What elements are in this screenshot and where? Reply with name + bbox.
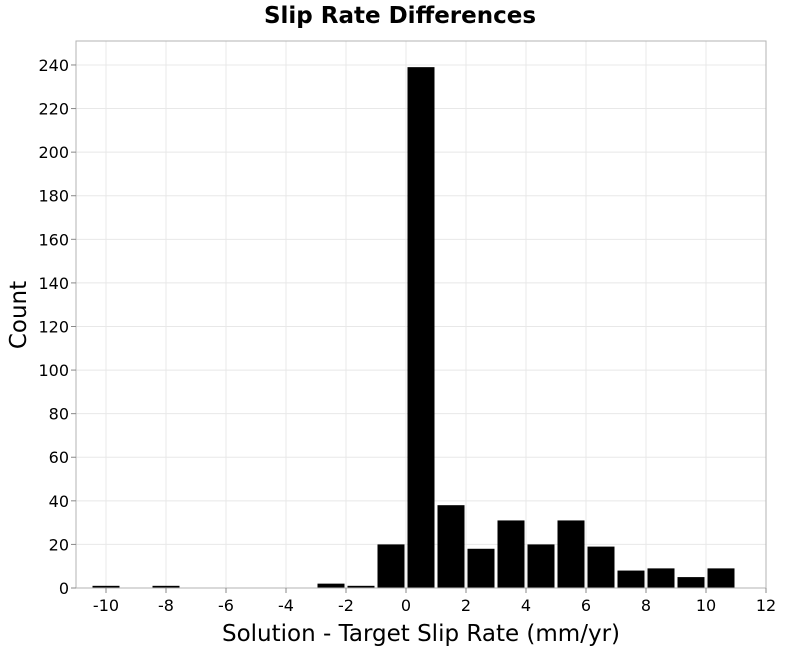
y-tick-label: 80 bbox=[49, 405, 69, 424]
x-tick-label: 2 bbox=[461, 596, 471, 615]
x-tick-label: 0 bbox=[401, 596, 411, 615]
x-tick-label: -6 bbox=[218, 596, 234, 615]
histogram-bar bbox=[527, 544, 555, 588]
x-axis: -10 -8 -6 -4 -2 0 2 4 6 8 10 12 bbox=[93, 588, 776, 615]
y-tick-label: 40 bbox=[49, 492, 69, 511]
histogram-bar bbox=[617, 570, 645, 588]
y-tick-label: 240 bbox=[38, 56, 69, 75]
histogram-bar bbox=[317, 583, 345, 588]
histogram-bar bbox=[347, 585, 375, 588]
x-tick-label: 4 bbox=[521, 596, 531, 615]
x-tick-label: 12 bbox=[756, 596, 776, 615]
histogram-bar bbox=[437, 505, 465, 588]
histogram-bar bbox=[647, 568, 675, 588]
histogram-bar bbox=[92, 585, 120, 588]
histogram-bar bbox=[557, 520, 585, 588]
y-axis-label: Count bbox=[6, 281, 32, 349]
y-tick-label: 20 bbox=[49, 535, 69, 554]
bars bbox=[92, 67, 735, 589]
x-tick-label: 8 bbox=[641, 596, 651, 615]
x-tick-label: 6 bbox=[581, 596, 591, 615]
chart-title: Slip Rate Differences bbox=[264, 3, 536, 29]
y-tick-label: 0 bbox=[59, 579, 69, 598]
y-tick-label: 220 bbox=[38, 100, 69, 119]
y-tick-label: 120 bbox=[38, 317, 69, 336]
histogram-bar bbox=[467, 548, 495, 588]
histogram-bar bbox=[707, 568, 735, 588]
x-tick-label: -4 bbox=[278, 596, 294, 615]
y-tick-label: 60 bbox=[49, 448, 69, 467]
y-tick-label: 160 bbox=[38, 230, 69, 249]
histogram-bar bbox=[407, 67, 435, 589]
histogram-bar bbox=[677, 577, 705, 588]
x-axis-label: Solution - Target Slip Rate (mm/yr) bbox=[222, 621, 620, 647]
x-tick-label: -2 bbox=[338, 596, 354, 615]
x-tick-label: -8 bbox=[158, 596, 174, 615]
x-tick-label: 10 bbox=[696, 596, 716, 615]
x-tick-label: -10 bbox=[93, 596, 119, 615]
histogram-bar bbox=[587, 546, 615, 588]
y-axis: 0 20 40 60 80 100 120 140 160 180 200 220 240 bbox=[38, 56, 76, 598]
plot-frame bbox=[75, 40, 767, 589]
y-tick-label: 140 bbox=[38, 274, 69, 293]
histogram-bar bbox=[377, 544, 405, 588]
y-tick-label: 200 bbox=[38, 143, 69, 162]
histogram-bar bbox=[497, 520, 525, 588]
y-tick-label: 100 bbox=[38, 361, 69, 380]
y-tick-label: 180 bbox=[38, 187, 69, 206]
histogram-bar bbox=[152, 585, 180, 588]
